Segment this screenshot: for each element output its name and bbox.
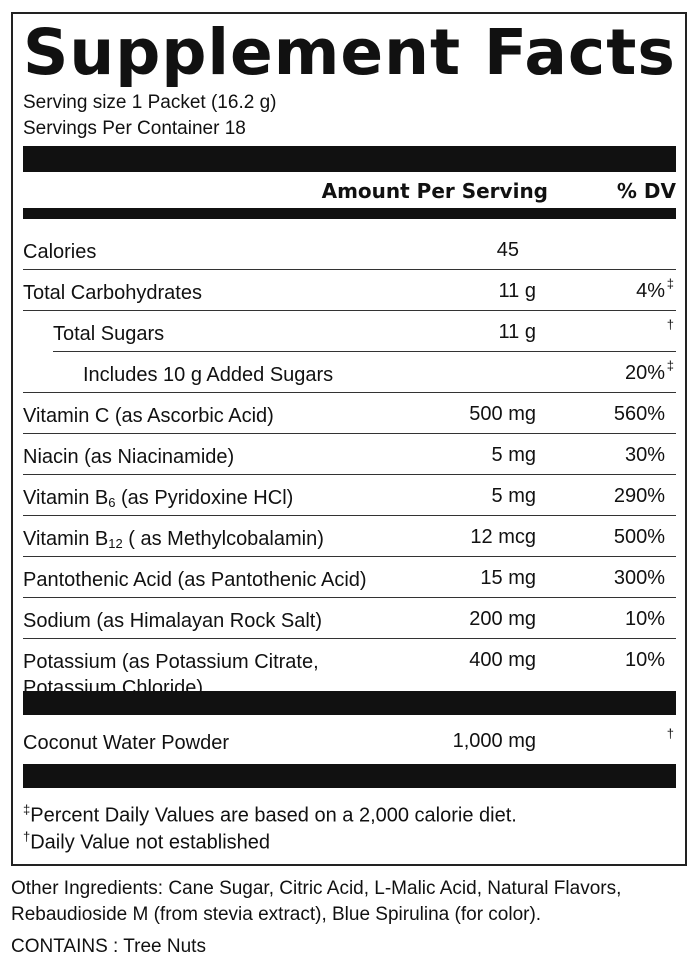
footnote: ‡Percent Daily Values are based on a 2,0…	[23, 802, 517, 828]
nutrient-name: Total Sugars	[53, 323, 165, 345]
nutrient-amount: 5 mg	[491, 485, 536, 507]
footnote-mark: ‡	[666, 358, 674, 373]
servings-per-container: Servings Per Container 18	[23, 118, 246, 139]
footnote-mark: ‡	[666, 276, 674, 291]
nutrient-row: Sodium (as Himalayan Rock Salt) 200 mg 10%	[23, 598, 676, 639]
nutrient-amount: 400 mg	[469, 649, 536, 671]
daily-value: 500%	[613, 526, 665, 548]
daily-value: 10%	[624, 649, 665, 671]
footnote-mark: †	[666, 317, 674, 332]
nutrient-amount: 5 mg	[491, 444, 536, 466]
divider-bar	[23, 146, 676, 172]
divider-bar	[23, 764, 676, 788]
daily-value: 30%	[624, 444, 665, 466]
nutrient-row: Includes 10 g Added Sugars 20% ‡	[23, 352, 676, 393]
nutrient-amount: 1,000 mg	[452, 730, 536, 752]
footnote-text: Daily Value not established	[30, 831, 271, 854]
nutrient-row: Niacin (as Niacinamide) 5 mg 30%	[23, 434, 676, 475]
nutrient-row: Calories 45	[23, 220, 676, 270]
nutrient-row: Vitamin B12 ( as Methylcobalamin) 12 mcg 5…	[23, 516, 676, 557]
nutrient-name: Coconut Water Powder	[23, 732, 230, 754]
supplement-facts-panel: Supplement Facts Serving size 1 Packet (…	[11, 12, 687, 866]
nutrient-amount: 45	[496, 239, 519, 261]
column-header: Amount Per Serving % DV	[23, 179, 676, 207]
nutrient-row: Pantothenic Acid (as Pantothenic Acid) 15…	[23, 557, 676, 598]
divider-bar	[23, 691, 676, 715]
daily-value: 10%	[624, 608, 665, 630]
nutrient-name: Total Carbohydrates	[23, 282, 202, 304]
nutrient-name: Includes 10 g Added Sugars	[83, 364, 334, 386]
divider-bar	[23, 208, 676, 219]
dv-header: % DV	[616, 179, 676, 203]
footnote-mark: †	[666, 726, 674, 741]
serving-size: Serving size 1 Packet (16.2 g)	[23, 92, 277, 113]
allergen-statement: CONTAINS : Tree Nuts	[11, 936, 206, 957]
daily-value: 20%	[624, 362, 665, 384]
nutrient-row: Total Carbohydrates 11 g 4% ‡	[23, 270, 676, 311]
other-nutrient-row: Coconut Water Powder 1,000 mg †	[23, 720, 676, 760]
nutrient-name: Vitamin C (as Ascorbic Acid)	[23, 405, 274, 427]
footnote-text: Percent Daily Values are based on a 2,00…	[30, 804, 517, 827]
nutrient-name: Vitamin B12 ( as Methylcobalamin)	[23, 528, 324, 551]
other-ingredients: Other Ingredients: Cane Sugar, Citric Ac…	[11, 878, 622, 925]
nutrient-row: Vitamin C (as Ascorbic Acid) 500 mg 560%	[23, 393, 676, 434]
nutrient-amount: 11 g	[498, 321, 536, 343]
nutrient-amount: 15 mg	[480, 567, 536, 589]
nutrient-row: Total Sugars 11 g †	[53, 311, 676, 352]
nutrient-table: Calories 45 Total Carbohydrates 11 g 4% ‡ Tota…	[23, 220, 676, 703]
nutrient-amount: 200 mg	[469, 608, 536, 630]
nutrient-name: Pantothenic Acid (as Pantothenic Acid)	[23, 569, 367, 591]
nutrient-name: Niacin (as Niacinamide)	[23, 446, 235, 468]
footnote-mark: ‡	[23, 802, 31, 817]
daily-value: 560%	[613, 403, 665, 425]
nutrient-name: Calories	[23, 241, 97, 263]
amount-header: Amount Per Serving	[321, 179, 548, 203]
nutrient-amount: 12 mcg	[470, 526, 536, 548]
footnote: †Daily Value not established	[23, 829, 270, 855]
nutrient-name: Vitamin B6 (as Pyridoxine HCl)	[23, 487, 294, 510]
nutrient-amount: 11 g	[498, 280, 536, 302]
daily-value: 300%	[613, 567, 665, 589]
daily-value: 4%	[636, 280, 665, 302]
nutrient-row: Vitamin B6 (as Pyridoxine HCl) 5 mg 290%	[23, 475, 676, 516]
nutrient-name: Sodium (as Himalayan Rock Salt)	[23, 610, 322, 632]
nutrient-amount: 500 mg	[469, 403, 536, 425]
footnote-mark: †	[23, 829, 31, 844]
panel-title: Supplement Facts	[23, 16, 676, 89]
daily-value: 290%	[613, 485, 665, 507]
